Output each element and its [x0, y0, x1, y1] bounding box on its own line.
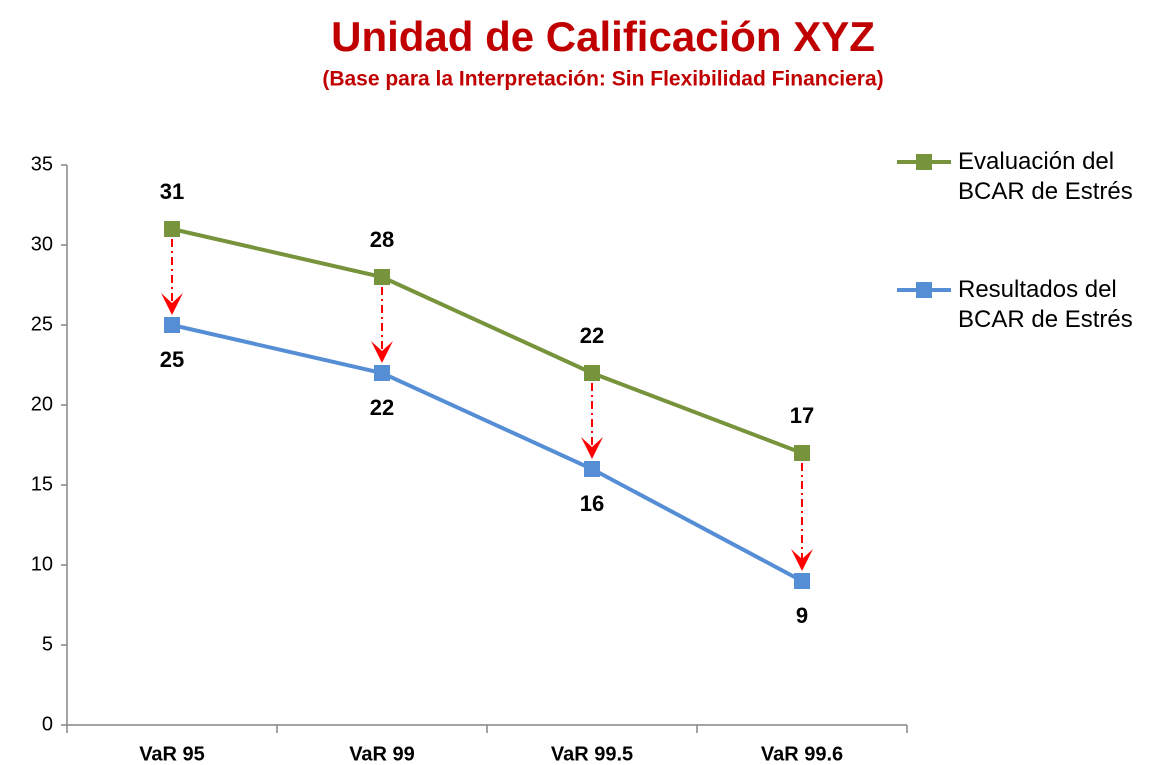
- arrow-head: [371, 341, 393, 363]
- x-tick-label: VaR 95: [139, 743, 205, 765]
- data-label: 17: [790, 403, 814, 428]
- chart-title: Unidad de Calificación XYZ: [331, 13, 875, 60]
- data-label: 31: [160, 179, 184, 204]
- data-label: 22: [580, 323, 604, 348]
- chart-subtitle: (Base para la Interpretación: Sin Flexib…: [322, 68, 883, 91]
- x-tick-label: VaR 99.6: [761, 743, 843, 765]
- y-tick-label: 20: [31, 393, 53, 415]
- arrow-head: [581, 437, 603, 459]
- x-tick-label: VaR 99: [349, 743, 415, 765]
- legend-entry: Resultados del BCAR de Estrés: [958, 276, 1133, 333]
- marker: [794, 573, 810, 589]
- data-label: 25: [160, 347, 184, 372]
- marker: [794, 445, 810, 461]
- y-tick-label: 25: [31, 313, 53, 335]
- legend-marker: [916, 154, 932, 170]
- y-tick-label: 0: [42, 713, 53, 735]
- x-tick-label: VaR 99.5: [551, 743, 633, 765]
- series-line: [171, 227, 803, 455]
- marker: [374, 269, 390, 285]
- arrow-head: [161, 293, 183, 315]
- data-label: 9: [796, 603, 808, 628]
- data-label: 16: [580, 491, 604, 516]
- legend-entry: Evaluación del BCAR de Estrés: [958, 148, 1133, 205]
- legend-marker: [916, 282, 932, 298]
- y-tick-label: 10: [31, 553, 53, 575]
- marker: [374, 365, 390, 381]
- y-tick-label: 30: [31, 233, 53, 255]
- marker: [584, 365, 600, 381]
- arrow-head: [791, 549, 813, 571]
- marker: [584, 461, 600, 477]
- data-label: 28: [370, 227, 394, 252]
- y-tick-label: 15: [31, 473, 53, 495]
- y-tick-label: 5: [42, 633, 53, 655]
- marker: [164, 221, 180, 237]
- data-label: 22: [370, 395, 394, 420]
- marker: [164, 317, 180, 333]
- y-tick-label: 35: [31, 153, 53, 175]
- series-line: [171, 323, 803, 583]
